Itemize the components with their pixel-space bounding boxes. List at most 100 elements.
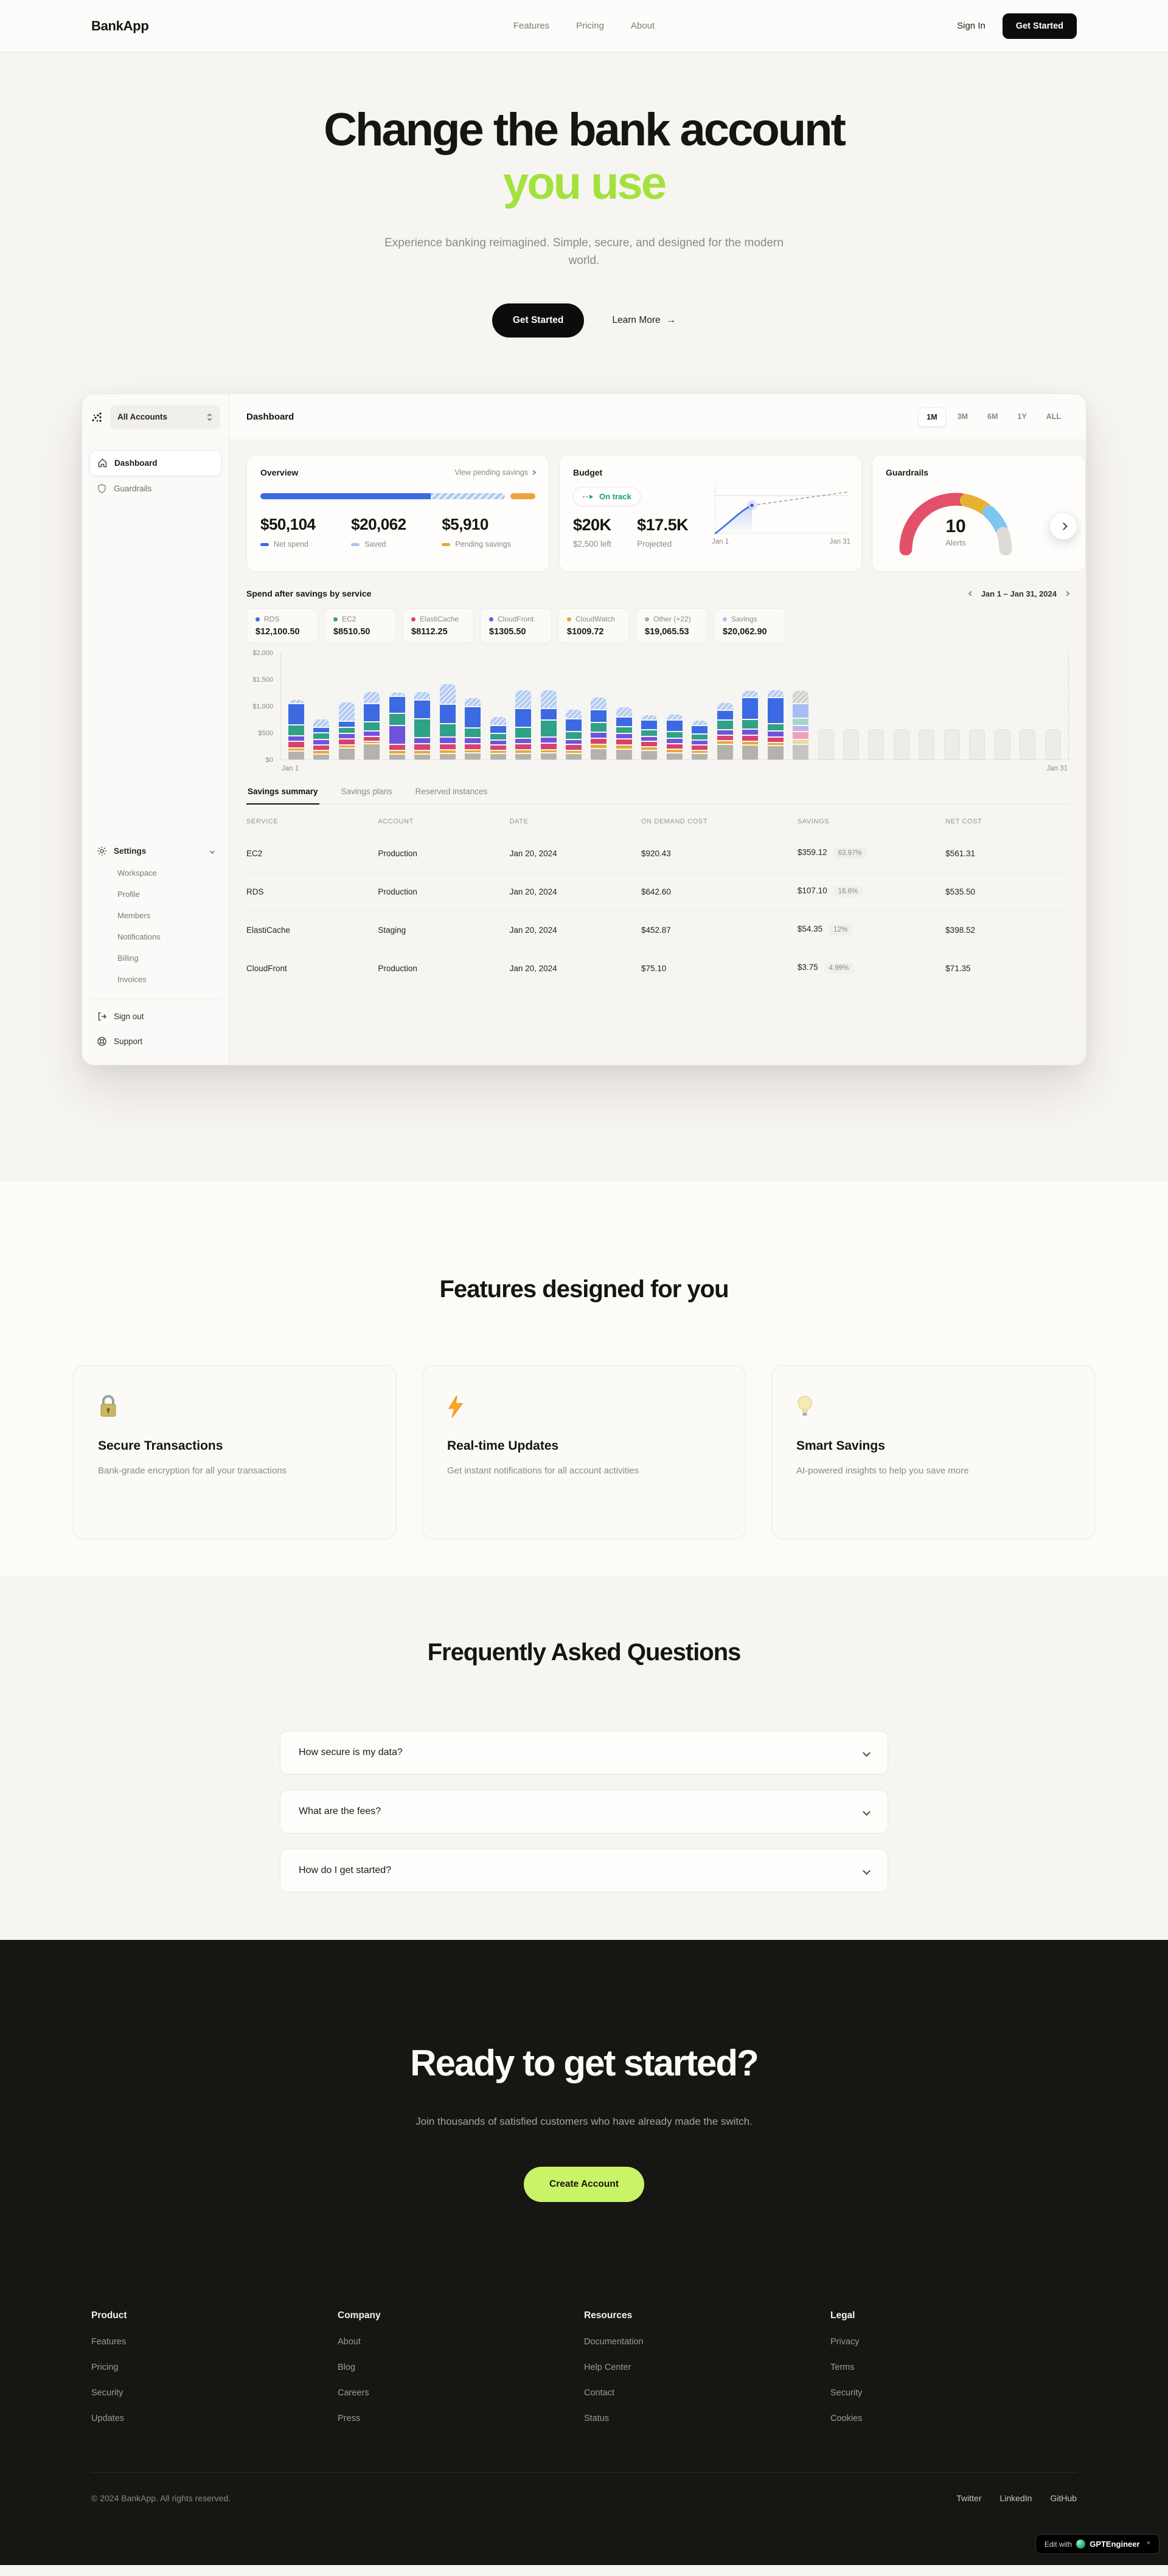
savings-pct-badge: 4.99% — [824, 963, 854, 974]
bar-segment-savings — [313, 719, 330, 727]
chip-label: EC2 — [342, 615, 356, 624]
nav-link-pricing[interactable]: Pricing — [576, 21, 604, 31]
sidebar-item-sign-out[interactable]: Sign out — [89, 1004, 221, 1029]
savings-pct-badge: 16.6% — [833, 886, 863, 898]
service-chip-cloudwatch[interactable]: CloudWatch $1009.72 — [558, 608, 630, 644]
bar-segment-elasticache — [692, 745, 708, 750]
footer-link-about[interactable]: About — [338, 2337, 361, 2347]
service-chip-ec2[interactable]: EC2 $8510.50 — [324, 608, 396, 644]
footer-link-help-center[interactable]: Help Center — [584, 2363, 631, 2373]
table-cell: Production — [378, 872, 510, 911]
footer-link-status[interactable]: Status — [584, 2414, 610, 2424]
social-link-twitter[interactable]: Twitter — [956, 2493, 982, 2504]
stat-label: Pending savings — [455, 540, 512, 549]
footer-link-press[interactable]: Press — [338, 2414, 361, 2424]
chip-name: ElastiCache — [411, 615, 465, 623]
nav-link-features[interactable]: Features — [513, 21, 550, 31]
table-row[interactable]: EC2 Production Jan 20, 2024 $920.43 $359.12 6… — [246, 834, 1069, 873]
create-account-button[interactable]: Create Account — [524, 2167, 644, 2203]
bar-segment-ec2 — [641, 730, 658, 736]
sidebar-item-dashboard[interactable]: Dashboard — [89, 450, 221, 477]
bar-day-5 — [389, 692, 405, 760]
bar-day-14 — [616, 707, 632, 760]
table-cell: Jan 20, 2024 — [509, 910, 641, 949]
footer-link-privacy[interactable]: Privacy — [830, 2337, 860, 2347]
footer-link-blog[interactable]: Blog — [338, 2363, 356, 2373]
service-chip-cloudfront[interactable]: CloudFront $1305.50 — [480, 608, 552, 644]
bar-segment-ec2 — [717, 721, 733, 729]
footer-link-updates[interactable]: Updates — [91, 2414, 125, 2424]
service-chip-other-22-[interactable]: Other (+22) $19,065.53 — [636, 608, 707, 644]
service-chip-rds[interactable]: RDS $12,100.50 — [246, 608, 318, 644]
bar-day-3 — [338, 702, 355, 760]
bar-segment-other — [666, 753, 683, 760]
sidebar-subitem-billing[interactable]: Billing — [117, 954, 139, 963]
brand-logo[interactable]: BankApp — [91, 18, 149, 33]
footer-link-terms[interactable]: Terms — [830, 2363, 855, 2373]
sidebar-subitem-workspace[interactable]: Workspace — [117, 868, 157, 878]
nav-link-about[interactable]: About — [630, 21, 655, 31]
sidebar-subitem-invoices[interactable]: Invoices — [117, 975, 147, 985]
header-get-started-button[interactable]: Get Started — [1002, 13, 1077, 39]
social-link-linkedin[interactable]: LinkedIn — [999, 2493, 1032, 2504]
bar-segment-rds — [692, 725, 708, 734]
range-pill-1y[interactable]: 1Y — [1017, 412, 1027, 421]
budget-card: Budget On track $20K $2,500 left — [559, 455, 862, 572]
table-row[interactable]: RDS Production Jan 20, 2024 $642.60 $107.10 1… — [246, 872, 1069, 911]
sidebar-item-support[interactable]: Support — [89, 1029, 221, 1054]
footer-link-contact[interactable]: Contact — [584, 2388, 614, 2398]
on-track-badge: On track — [573, 487, 641, 507]
sidebar-subitem-notifications[interactable]: Notifications — [117, 932, 161, 942]
footer-link-pricing[interactable]: Pricing — [91, 2363, 119, 2373]
faq-item[interactable]: How secure is my data? — [280, 1731, 888, 1775]
service-chip-elasticache[interactable]: ElastiCache $8112.25 — [402, 608, 474, 644]
bar-segment-cloudwatch — [692, 751, 708, 753]
budget-left: $2,500 left — [573, 539, 612, 549]
bar-segment-cloudfront — [515, 738, 532, 744]
hero-get-started-button[interactable]: Get Started — [492, 303, 585, 338]
sidebar-item-guardrails[interactable]: Guardrails — [89, 476, 221, 501]
account-switcher[interactable]: All Accounts — [110, 404, 220, 429]
sign-in-link[interactable]: Sign In — [957, 21, 985, 31]
footer-link-security[interactable]: Security — [91, 2388, 123, 2398]
chevron-right-icon[interactable] — [1064, 591, 1070, 597]
footer-link-cookies[interactable]: Cookies — [830, 2414, 863, 2424]
bar-segment-cloudfront — [414, 738, 431, 744]
footer-link-security[interactable]: Security — [830, 2388, 863, 2398]
range-pill-all[interactable]: ALL — [1046, 412, 1061, 421]
badge-close-icon[interactable]: × — [1146, 2540, 1150, 2547]
service-chip-savings[interactable]: Savings $20,062.90 — [714, 608, 785, 644]
social-link-github[interactable]: GitHub — [1050, 2493, 1077, 2504]
footer-link-features[interactable]: Features — [91, 2337, 127, 2347]
learn-more-link[interactable]: Learn More → — [612, 315, 676, 326]
range-pill-6m[interactable]: 6M — [987, 412, 998, 421]
chip-name: CloudWatch — [567, 615, 620, 623]
gptengineer-badge[interactable]: Edit with GPTEngineer × — [1035, 2534, 1159, 2555]
footer-link-documentation[interactable]: Documentation — [584, 2337, 644, 2347]
dashboard-main: Dashboard 1M 3M 6M 1Y ALL Overview View pend… — [229, 394, 1086, 1065]
view-pending-savings-link[interactable]: View pending savings — [454, 468, 537, 477]
tab-savings-plans[interactable]: Savings plans — [341, 787, 392, 797]
sidebar-subitem-members[interactable]: Members — [117, 911, 151, 921]
sidebar-item-label: Dashboard — [114, 459, 158, 468]
chevron-left-icon[interactable] — [968, 591, 973, 597]
faq-item[interactable]: What are the fees? — [280, 1790, 888, 1834]
budget-total: $20K — [573, 516, 611, 535]
table-row[interactable]: CloudFront Production Jan 20, 2024 $75.10 $3… — [246, 949, 1069, 988]
sidebar-item-settings[interactable]: Settings — [89, 840, 221, 862]
carousel-next-button[interactable] — [1049, 512, 1077, 541]
faq-item[interactable]: How do I get started? — [280, 1849, 888, 1893]
range-pill-1m[interactable]: 1M — [918, 407, 946, 427]
bar-segment-cloudwatch — [717, 741, 733, 744]
footer-link-careers[interactable]: Careers — [338, 2388, 369, 2398]
feature-card-smart-savings: Smart Savings AI-powered insights to help… — [771, 1365, 1095, 1540]
bar-segment-cloudwatch — [490, 751, 506, 753]
sign-out-icon — [97, 1011, 107, 1022]
features-section: Features designed for you Secure Transac… — [0, 1181, 1168, 1576]
table-row[interactable]: ElastiCache Staging Jan 20, 2024 $452.87 $54… — [246, 910, 1069, 949]
tab-reserved-instances[interactable]: Reserved instances — [415, 787, 488, 797]
sidebar-subitem-profile[interactable]: Profile — [117, 890, 140, 899]
tab-savings-summary[interactable]: Savings summary — [246, 787, 319, 805]
table-cell: Production — [378, 949, 510, 988]
range-pill-3m[interactable]: 3M — [957, 412, 968, 421]
